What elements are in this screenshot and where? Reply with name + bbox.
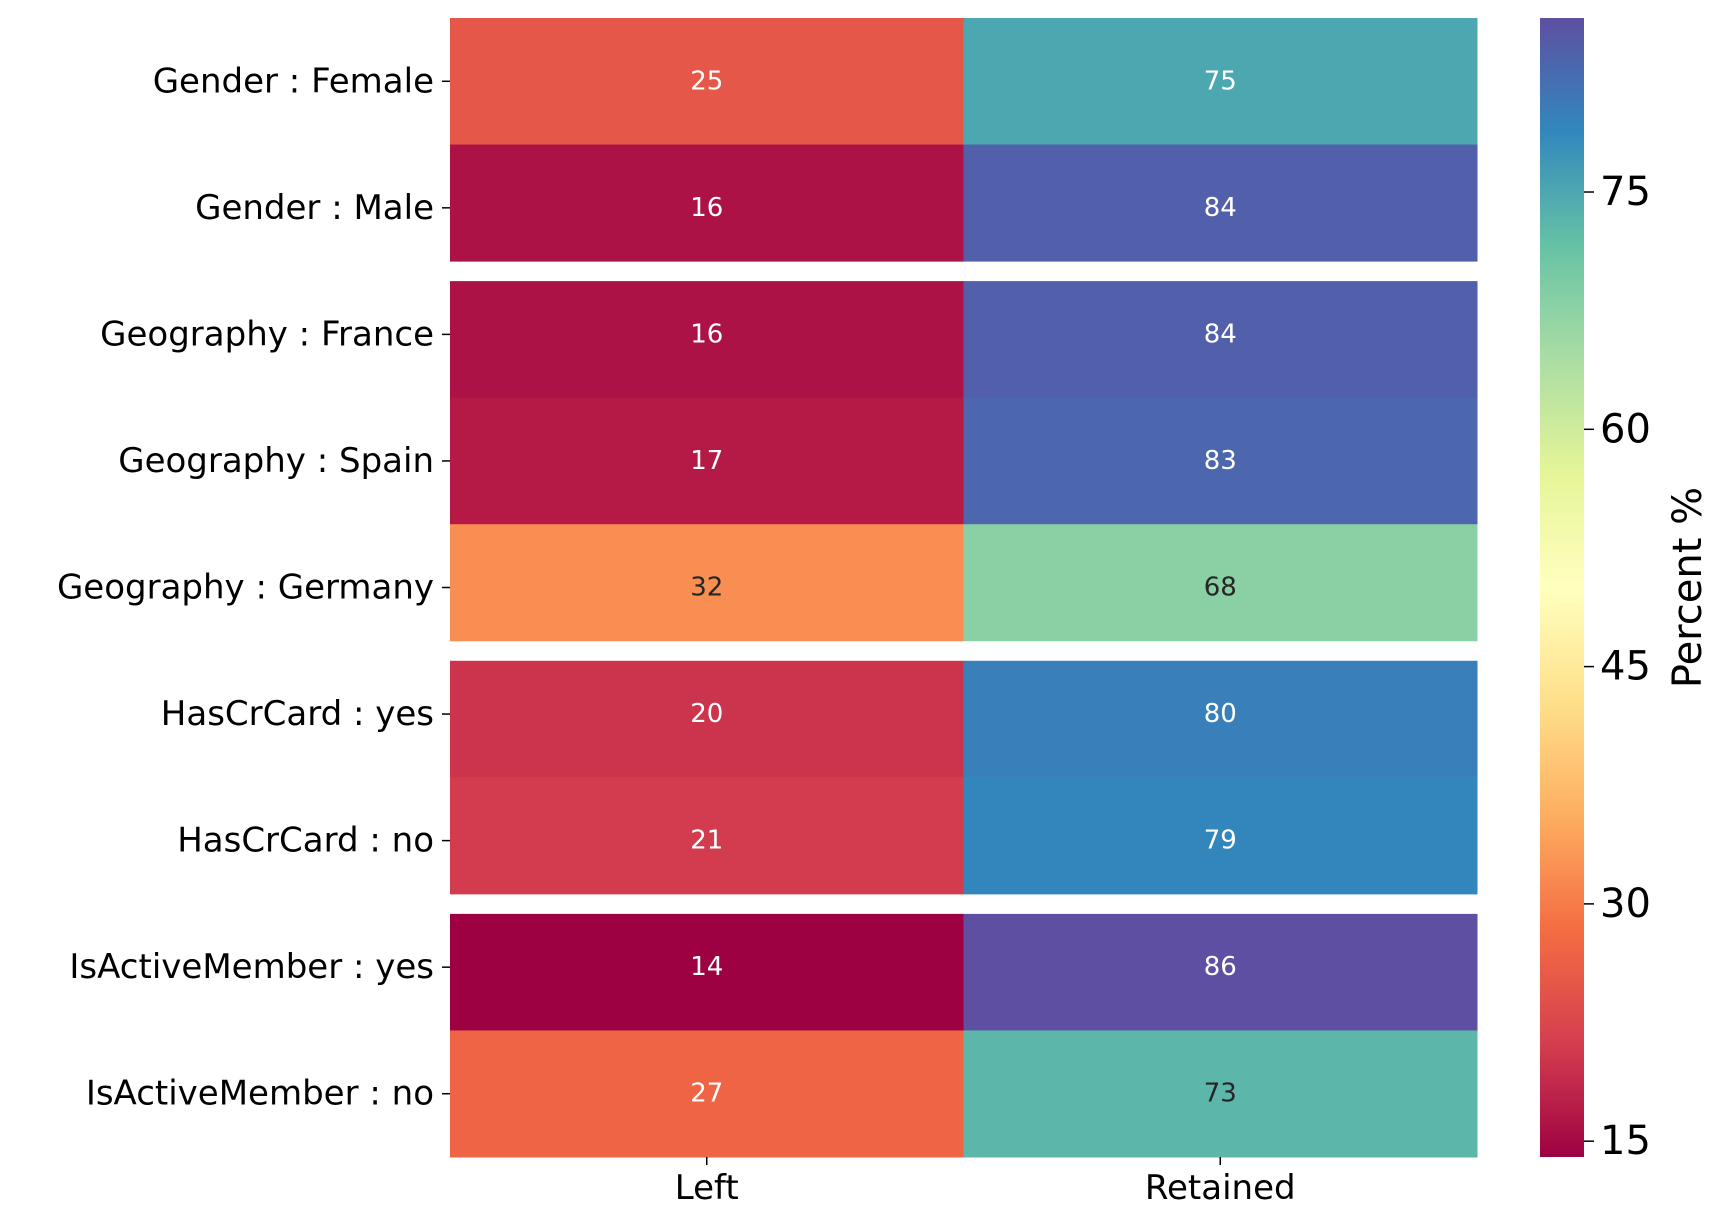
cell-value-label: 17	[690, 446, 723, 476]
heatmap-cell	[963, 913, 1478, 1031]
cell-value-label: 84	[1204, 319, 1237, 349]
row-label: Geography : France	[100, 314, 434, 354]
cell-value-label: 27	[690, 1079, 723, 1109]
row-label: HasCrCard : no	[177, 821, 434, 861]
cell-value-label: 75	[1204, 66, 1237, 96]
cell-value-label: 86	[1204, 952, 1237, 982]
colorbar-tick-label: 30	[1600, 881, 1651, 927]
heatmap-cell	[963, 144, 1478, 262]
cell-value-label: 14	[690, 952, 723, 982]
row-label: Geography : Germany	[57, 568, 434, 608]
cell-value-label: 73	[1204, 1079, 1237, 1109]
heatmap-cell	[963, 524, 1478, 642]
heatmap-cells: 25 75 16 84 16 84 17 83 32 68 20 80 21 79 14 86 27 73	[450, 18, 1478, 1158]
heatmap-cell	[963, 18, 1478, 146]
column-labels: Left Retained	[675, 1157, 1296, 1208]
cell-value-label: 84	[1204, 193, 1237, 223]
heatmap-cell	[450, 524, 964, 642]
heatmap-cell	[963, 660, 1478, 778]
heatmap-cell	[963, 281, 1478, 399]
heatmap-cell	[963, 1030, 1478, 1158]
column-label: Retained	[1145, 1168, 1296, 1208]
colorbar-tick-label: 75	[1600, 169, 1651, 215]
colorbar: 15 30 45 60 75 Percent %	[1540, 18, 1711, 1164]
column-label: Left	[675, 1168, 739, 1208]
row-label: HasCrCard : yes	[161, 694, 434, 734]
cell-value-label: 16	[690, 193, 723, 223]
cell-value-label: 68	[1204, 573, 1237, 603]
heatmap-cell	[450, 777, 964, 895]
cell-value-label: 83	[1204, 446, 1237, 476]
heatmap-cell	[963, 777, 1478, 895]
heatmap-cell	[963, 397, 1478, 525]
row-label: Geography : Spain	[118, 441, 434, 481]
cell-value-label: 79	[1204, 826, 1237, 856]
heatmap-cell	[450, 281, 964, 399]
colorbar-gradient	[1540, 18, 1584, 1157]
heatmap-cell	[450, 1030, 964, 1158]
row-label: IsActiveMember : yes	[69, 947, 434, 987]
cell-value-label: 80	[1204, 699, 1237, 729]
row-label: Gender : Female	[153, 61, 434, 101]
colorbar-tick-label: 15	[1600, 1118, 1651, 1164]
heatmap-cell	[450, 144, 964, 262]
row-label: Gender : Male	[195, 188, 434, 228]
cell-value-label: 32	[690, 573, 723, 603]
row-labels: Gender : Female Gender : Male Geography : …	[57, 61, 450, 1114]
colorbar-title: Percent %	[1665, 487, 1711, 688]
heatmap-cell	[450, 18, 964, 146]
cell-value-label: 25	[690, 66, 723, 96]
colorbar-tick-label: 45	[1600, 644, 1651, 690]
heatmap-cell	[450, 397, 964, 525]
row-label: IsActiveMember : no	[86, 1074, 434, 1114]
heatmap-cell	[450, 660, 964, 778]
heatmap-cell	[450, 913, 964, 1031]
cell-value-label: 21	[690, 826, 723, 856]
colorbar-tick-label: 60	[1600, 406, 1651, 452]
cell-value-label: 16	[690, 319, 723, 349]
cell-value-label: 20	[690, 699, 723, 729]
